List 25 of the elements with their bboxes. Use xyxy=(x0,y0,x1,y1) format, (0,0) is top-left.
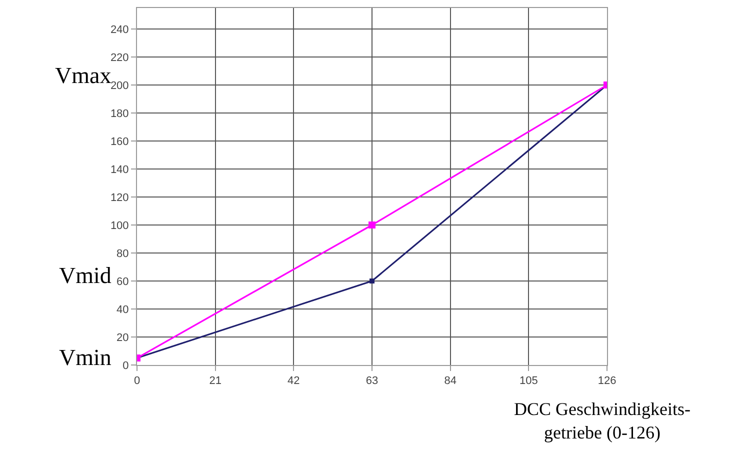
y-tick-label: 60 xyxy=(116,276,129,288)
y-tick-label: 120 xyxy=(110,192,129,204)
x-tick-label: 126 xyxy=(598,375,616,388)
point xyxy=(370,278,374,284)
x-tick-label: 0 xyxy=(134,375,140,388)
x-tick-label: 21 xyxy=(209,375,222,388)
y-tick-label: 240 xyxy=(110,24,129,36)
text: Vmax xyxy=(55,63,112,88)
x-tick-label: 105 xyxy=(519,375,538,388)
text: Vmin xyxy=(59,345,112,370)
y-tick-label: 220 xyxy=(110,52,129,64)
x-tick-label: 84 xyxy=(444,375,456,388)
y-tick-label: 40 xyxy=(116,304,129,316)
y-tick-label: 160 xyxy=(110,136,129,148)
y-tick-label: 180 xyxy=(110,108,129,120)
y-tick-label: 200 xyxy=(110,80,129,92)
y-tick-label: 0 xyxy=(122,360,129,372)
y-tick-label: 100 xyxy=(110,220,129,232)
y-tick-label: 140 xyxy=(110,164,129,176)
x-axis-title: DCC Geschwindigkeits-getriebe (0-126) xyxy=(514,399,690,442)
y-tick-label: 80 xyxy=(116,248,129,260)
x-tick-label: 63 xyxy=(366,375,378,388)
text: Vmid xyxy=(59,263,112,288)
y-tick-label: 20 xyxy=(116,332,129,344)
x-tick-label: 42 xyxy=(288,375,300,388)
